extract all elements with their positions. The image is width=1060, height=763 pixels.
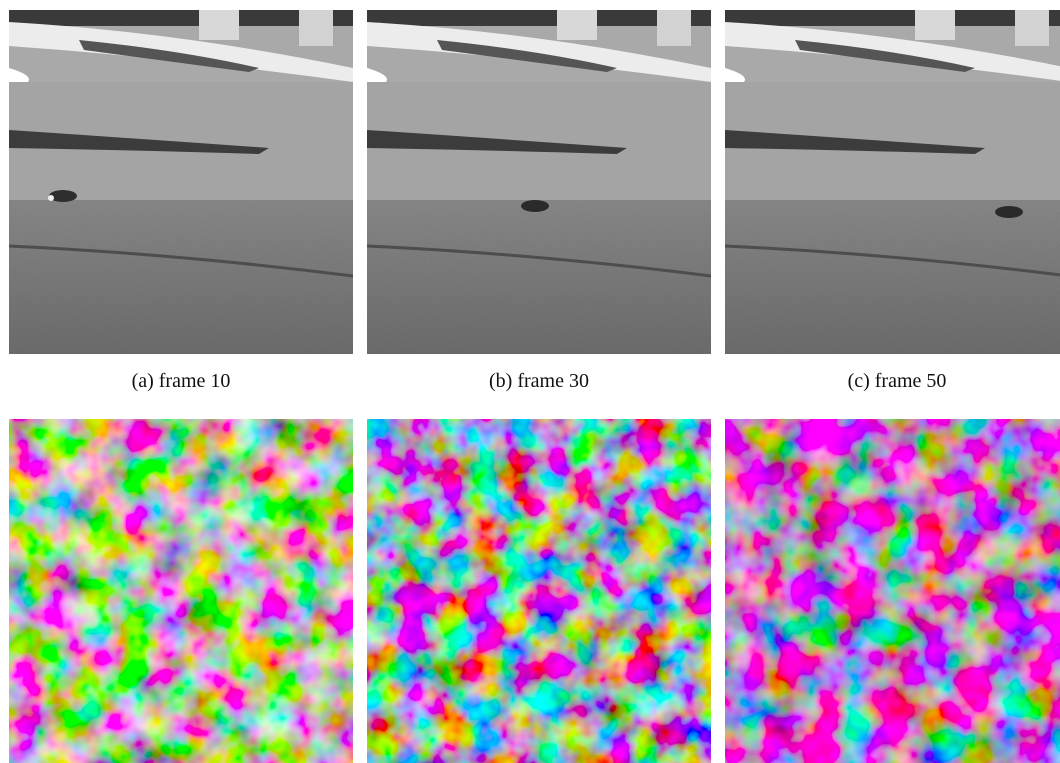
caption-frame-30: (b) frame 30 — [489, 370, 589, 392]
photo-frame-10 — [9, 10, 353, 354]
photo-frame-50 — [725, 10, 1060, 354]
caption-frame-10: (a) frame 10 — [131, 370, 231, 392]
flow-field-10 — [9, 419, 353, 763]
flow-field-50 — [725, 419, 1060, 763]
flow-field-30 — [367, 419, 711, 763]
photo-frame-30 — [367, 10, 711, 354]
caption-frame-50: (c) frame 50 — [847, 370, 947, 392]
